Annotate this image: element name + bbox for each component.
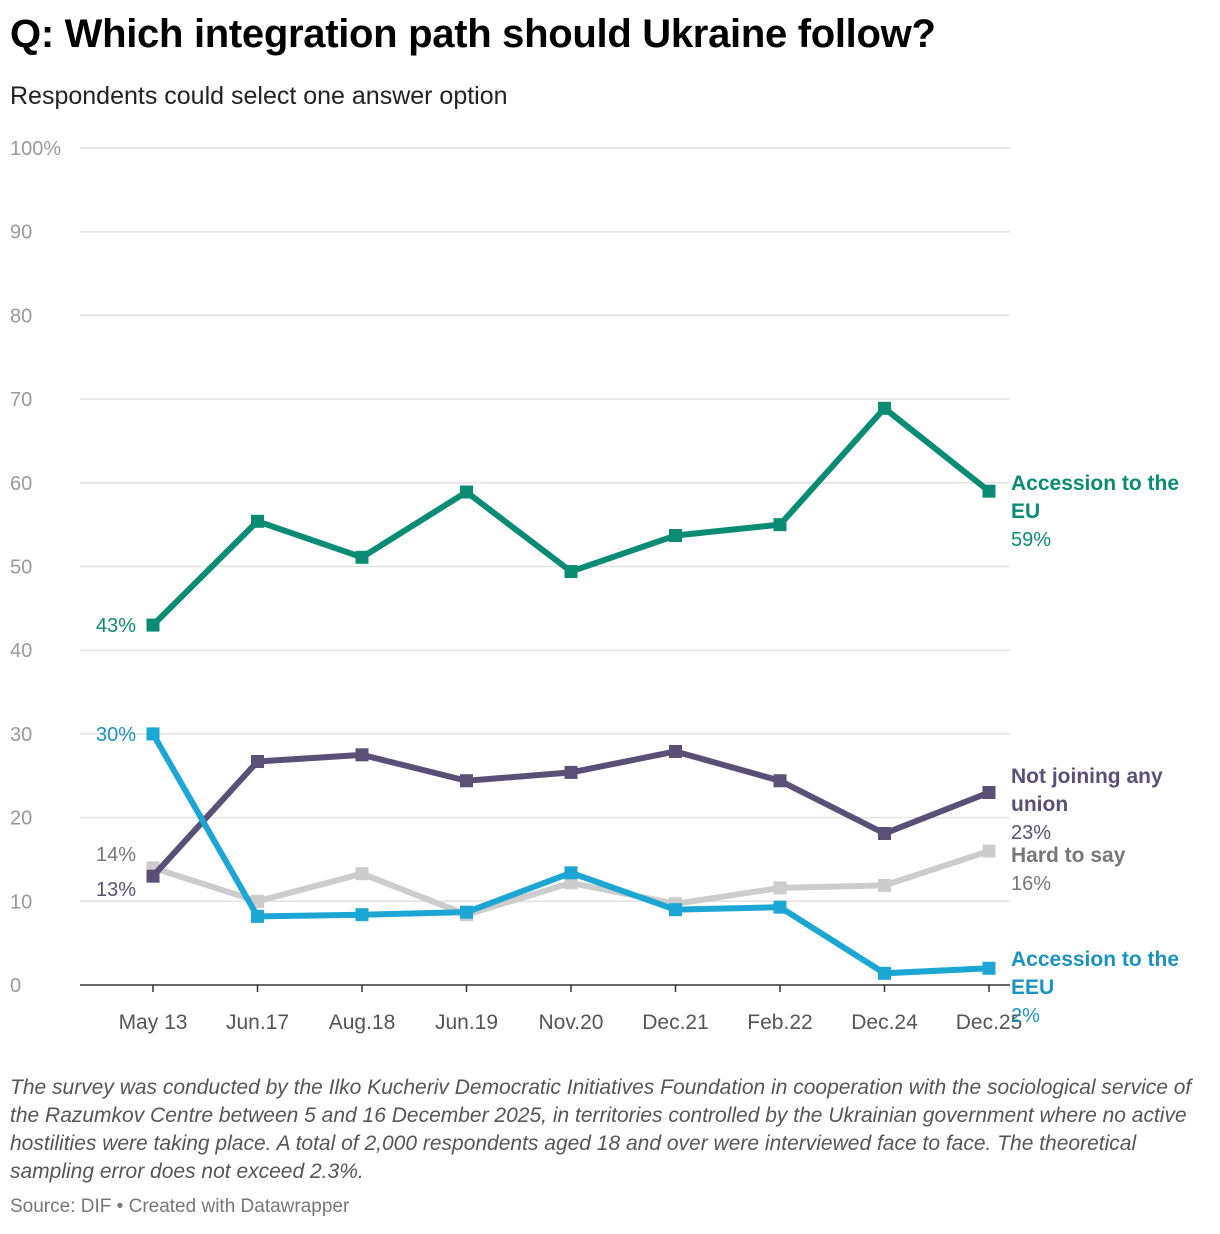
y-tick-label: 40 (10, 640, 32, 662)
x-tick-label: Jun.19 (435, 1011, 498, 1034)
y-tick-label: 20 (10, 808, 32, 830)
series-name-label: EU (1011, 500, 1040, 523)
y-tick-label: 100% (10, 138, 61, 160)
series-name-label: union (1011, 793, 1068, 816)
x-axis-ticks: May 13 Jun.17 Aug.18 Jun.19 Nov.20 Dec.21 Feb.… (119, 985, 1023, 1034)
data-point (564, 565, 578, 579)
series-start-label: 14% (96, 844, 136, 866)
series-name-label: Accession to the (1011, 472, 1179, 495)
data-point (460, 485, 473, 499)
data-point (982, 785, 996, 799)
chart-title: Q: Which integration path should Ukraine… (10, 12, 936, 56)
data-point (355, 748, 369, 762)
data-point (564, 765, 578, 779)
series-end-value: 16% (1011, 873, 1051, 895)
x-tick-label: May 13 (119, 1011, 188, 1034)
y-tick-label: 30 (10, 724, 32, 746)
series-end-value: 59% (1011, 529, 1051, 551)
series-name-label: Hard to say (1011, 844, 1126, 867)
series-lines (146, 401, 996, 980)
series-start-label: 43% (96, 615, 136, 637)
y-tick-label: 70 (10, 389, 32, 411)
data-point (146, 869, 160, 883)
series-name-label: Accession to the (1011, 948, 1179, 971)
series-start-label: 30% (96, 724, 136, 746)
data-point (251, 514, 264, 528)
data-point (982, 844, 996, 858)
data-point (773, 774, 787, 788)
x-tick-label: Dec.25 (956, 1011, 1023, 1034)
data-point (460, 905, 473, 919)
chart-footer: Source: DIF • Created with Datawrapper (10, 1196, 349, 1218)
data-point (982, 484, 996, 498)
x-tick-label: Aug.18 (329, 1011, 396, 1034)
series-labels: 14% Hard to say 16% 13% Not joining any union… (96, 472, 1179, 1027)
y-tick-label: 50 (10, 557, 32, 579)
data-point (982, 961, 996, 975)
data-point (460, 774, 473, 788)
y-axis-ticks: 0 10 20 30 40 50 60 70 80 90 100% (10, 138, 61, 997)
data-point (773, 900, 787, 914)
chart-subtitle: Respondents could select one answer opti… (10, 82, 508, 110)
data-point (669, 903, 682, 917)
x-tick-label: Feb.22 (747, 1011, 812, 1034)
data-point (355, 550, 369, 564)
data-point (878, 827, 891, 841)
chart-notes: The survey was conducted by the Ilko Kuc… (10, 1076, 1192, 1183)
gridlines (80, 147, 1010, 903)
x-tick-label: Dec.24 (851, 1011, 918, 1034)
x-tick-label: Nov.20 (539, 1011, 604, 1034)
data-point (251, 909, 264, 923)
source-text: Source: DIF (10, 1196, 112, 1217)
x-tick-label: Jun.17 (226, 1011, 289, 1034)
data-point (146, 618, 160, 632)
x-tick-label: Dec.21 (642, 1011, 709, 1034)
data-point (355, 908, 369, 922)
data-point (564, 866, 578, 880)
series-name-label: EEU (1011, 976, 1054, 999)
series-end-value: 2% (1011, 1005, 1040, 1027)
y-tick-label: 60 (10, 473, 32, 495)
data-point (146, 727, 160, 741)
footer-separator: • (116, 1196, 124, 1217)
data-point (773, 518, 787, 532)
data-point (878, 966, 891, 980)
data-point (669, 744, 682, 758)
series-end-value: 23% (1011, 822, 1051, 844)
credit-text: Created with Datawrapper (128, 1196, 350, 1217)
data-point (773, 881, 787, 895)
data-point (251, 755, 264, 769)
data-point (355, 867, 369, 881)
y-tick-label: 80 (10, 305, 32, 327)
data-point (669, 529, 682, 543)
y-tick-label: 10 (10, 891, 32, 913)
data-point (564, 876, 578, 890)
data-point (251, 894, 264, 908)
series-name-label: Not joining any (1011, 765, 1163, 788)
series-start-label: 13% (96, 879, 136, 901)
data-point (878, 401, 891, 415)
series-line (150, 405, 992, 629)
y-tick-label: 0 (10, 975, 21, 997)
data-point (878, 878, 891, 892)
y-tick-label: 90 (10, 222, 32, 244)
